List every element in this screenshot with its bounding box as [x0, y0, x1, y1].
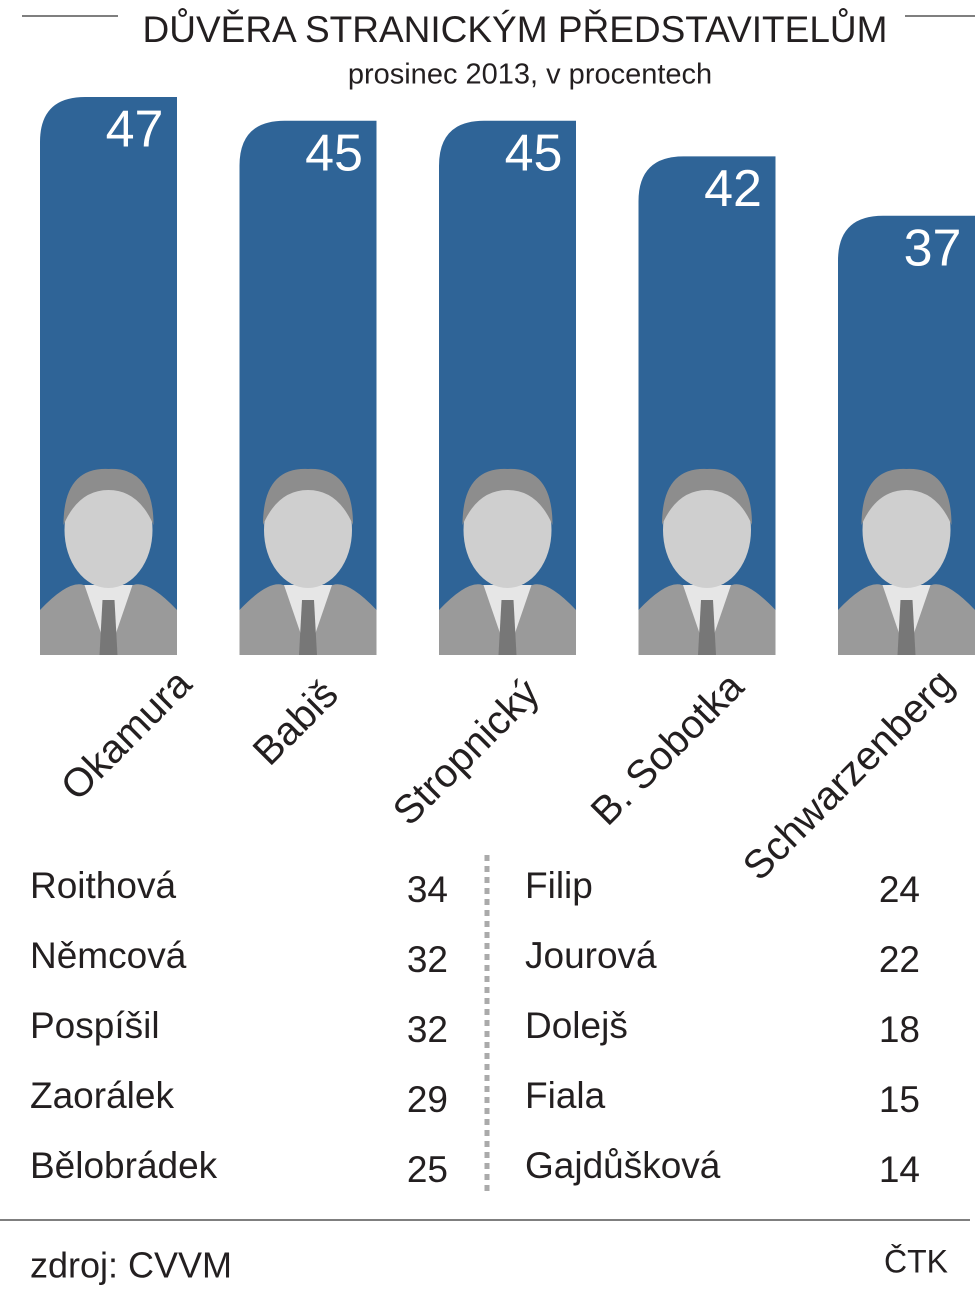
row-value: 34: [407, 869, 448, 910]
portrait-tie: [698, 600, 716, 655]
row-name: Fiala: [525, 1075, 606, 1116]
row-value: 32: [407, 1009, 448, 1050]
portrait-head: [663, 472, 751, 588]
category-label: Babiš: [245, 672, 347, 774]
chart-subtitle: prosinec 2013, v procentech: [348, 59, 712, 91]
row-value: 14: [879, 1149, 920, 1190]
portrait-hair: [263, 468, 353, 525]
value-label: 42: [704, 160, 762, 218]
value-label: 37: [904, 219, 962, 277]
category-label: Okamura: [53, 661, 201, 809]
row-name: Filip: [525, 865, 593, 906]
row-name: Zaorálek: [30, 1075, 174, 1116]
portrait-hair: [662, 468, 752, 525]
chart-title: DŮVĚRA STRANICKÝM PŘEDSTAVITELŮM: [143, 8, 888, 50]
row-value: 22: [879, 939, 920, 980]
portrait-hair: [63, 468, 154, 525]
row-value: 18: [879, 1009, 920, 1050]
portrait-head: [264, 472, 352, 588]
portrait-tie: [897, 600, 916, 655]
credit: ČTK: [884, 1243, 948, 1279]
portrait-tie: [498, 600, 517, 655]
category-label: B. Sobotka: [583, 664, 753, 834]
row-name: Bělobrádek: [30, 1145, 218, 1186]
row-name: Roithová: [30, 865, 176, 906]
row-value: 24: [879, 869, 920, 910]
portrait-head: [463, 472, 552, 588]
row-name: Dolejš: [525, 1005, 628, 1046]
row-name: Pospíšil: [30, 1005, 160, 1046]
portrait-hair: [861, 468, 952, 525]
category-label: Schwarzenberg: [735, 661, 963, 889]
value-label: 47: [106, 101, 164, 159]
row-name: Gajdůšková: [525, 1145, 721, 1186]
portrait-hair: [462, 468, 553, 525]
portrait-tie: [99, 600, 118, 655]
source: zdroj: CVVM: [30, 1245, 232, 1286]
row-value: 25: [407, 1149, 448, 1190]
row-value: 15: [879, 1079, 920, 1120]
value-label: 45: [505, 124, 563, 182]
row-value: 29: [407, 1079, 448, 1120]
row-name: Němcová: [30, 935, 187, 976]
value-label: 45: [305, 124, 363, 182]
category-label: Stropnický: [385, 671, 548, 834]
row-name: Jourová: [525, 935, 657, 976]
portrait-head: [64, 472, 153, 588]
row-value: 32: [407, 939, 448, 980]
portrait-tie: [299, 600, 317, 655]
portrait-head: [862, 472, 951, 588]
